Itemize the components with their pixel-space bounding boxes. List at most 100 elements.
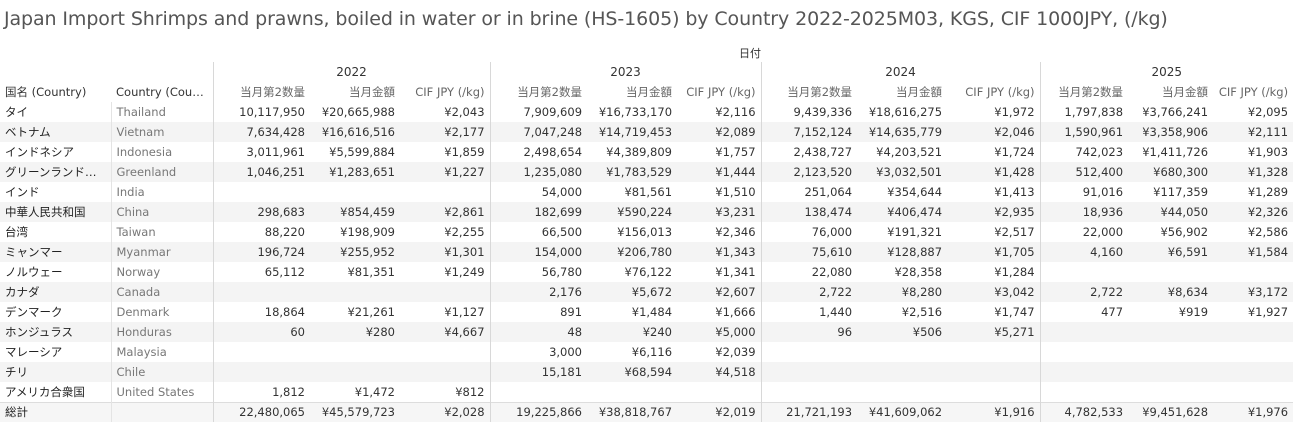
- value-cell: [1039, 362, 1129, 382]
- country-ja: ホンジュラス: [0, 322, 111, 342]
- country-ja: カナダ: [0, 282, 111, 302]
- value-cell: ¥28,358: [894, 265, 943, 279]
- value-cell: ¥198,909: [340, 225, 395, 239]
- value-cell: 1,046,251: [212, 162, 310, 182]
- value-cell: ¥6,591: [1128, 242, 1214, 262]
- value-cell: ¥2,935: [947, 202, 1041, 222]
- value-cell: ¥2,111: [1213, 122, 1293, 142]
- value-cell: ¥14,719,453: [587, 122, 678, 142]
- value-cell: ¥16,733,170: [598, 105, 673, 119]
- table-row: アメリカ合衆国 United States 1,812 ¥1,472 ¥812: [0, 382, 1293, 402]
- measure-header: CIF JPY (/kg): [400, 82, 491, 102]
- table-row: インド India 54,000 ¥81,561 ¥1,510 251,064 ¥354,6…: [0, 182, 1293, 202]
- value-cell: ¥8,280: [857, 282, 948, 302]
- column-group-label: 日付: [739, 47, 761, 60]
- value-cell: [212, 342, 310, 362]
- value-cell: [1213, 382, 1293, 402]
- measure-header-row: 国名 (Country) Country (Count.. 当月第2数量 当月金額…: [0, 82, 1293, 102]
- value-cell: ¥1,903: [1247, 145, 1289, 159]
- value-cell: [857, 362, 948, 382]
- value-cell: [489, 382, 588, 402]
- value-cell: [947, 382, 1040, 402]
- table-row: チリ Chile 15,181 ¥68,594 ¥4,518: [0, 362, 1293, 382]
- value-cell: ¥81,351: [347, 265, 395, 279]
- value-cell: ¥206,780: [587, 242, 678, 262]
- value-cell: ¥81,561: [624, 185, 673, 199]
- value-cell: ¥1,510: [715, 185, 756, 199]
- value-cell: 2,438,727: [760, 142, 858, 162]
- value-cell: 2,498,654: [489, 142, 588, 162]
- value-cell: 154,000: [489, 242, 588, 262]
- value-cell: ¥1,413: [994, 185, 1035, 199]
- value-cell: ¥812: [455, 384, 485, 399]
- value-cell: ¥6,116: [631, 345, 673, 359]
- country-ja: チリ: [0, 362, 111, 382]
- value-cell: ¥2,861: [400, 202, 491, 222]
- value-cell: ¥1,724: [994, 145, 1035, 159]
- value-cell: [677, 382, 761, 402]
- value-cell: ¥1,859: [444, 145, 485, 159]
- country-ja: ミャンマー: [0, 242, 111, 262]
- value-cell: [400, 342, 490, 362]
- value-cell: ¥2,346: [715, 225, 756, 239]
- value-cell: [947, 342, 1040, 362]
- value-cell: ¥590,224: [587, 202, 678, 222]
- table-row: ホンジュラス Honduras 60 ¥280 ¥4,667 48 ¥240 ¥5,000 96…: [0, 322, 1293, 342]
- country-en: Denmark: [110, 302, 213, 322]
- value-cell: 2,123,520: [760, 162, 858, 182]
- blank-header: [0, 62, 111, 82]
- value-cell: [310, 282, 400, 302]
- value-cell: ¥76,122: [624, 265, 673, 279]
- country-en: India: [110, 182, 213, 202]
- value-cell: ¥255,952: [310, 242, 400, 262]
- value-cell: 3,011,961: [212, 142, 310, 162]
- value-cell: ¥1,411,726: [1142, 145, 1209, 159]
- value-cell: [1213, 262, 1293, 282]
- value-cell: [212, 362, 310, 382]
- value-cell: ¥4,667: [400, 322, 491, 342]
- value-cell: ¥1,284: [994, 265, 1035, 279]
- value-cell: 22,080: [760, 262, 858, 282]
- value-cell: ¥2,043: [444, 105, 485, 119]
- value-cell: 477: [1039, 302, 1129, 322]
- value-cell: 65,112: [212, 262, 310, 282]
- value-cell: [310, 182, 400, 202]
- value-cell: 48: [489, 322, 588, 342]
- value-cell: ¥506: [857, 322, 948, 342]
- value-cell: [1213, 362, 1293, 382]
- country-ja: ノルウェー: [5, 265, 63, 279]
- value-cell: 742,023: [1039, 142, 1129, 162]
- value-cell: 15,181: [489, 362, 588, 382]
- table-row: 台湾 Taiwan 88,220 ¥198,909 ¥2,255 66,500 ¥156,0…: [0, 222, 1293, 242]
- country-ja: マレーシア: [5, 345, 63, 359]
- page-title: Japan Import Shrimps and prawns, boiled …: [4, 8, 1168, 30]
- value-cell: 56,780: [489, 262, 588, 282]
- value-cell: [1039, 342, 1129, 362]
- measure-header: 当月第2数量: [1039, 82, 1129, 102]
- value-cell: 22,480,065: [212, 401, 310, 422]
- measure-header: CIF JPY (/kg): [1213, 82, 1293, 102]
- value-cell: [760, 342, 858, 362]
- value-cell: ¥919: [1178, 305, 1209, 319]
- value-cell: 18,936: [1039, 202, 1129, 222]
- value-cell: 4,782,533: [1039, 401, 1129, 422]
- value-cell: ¥38,818,767: [587, 401, 678, 422]
- year-header-row: 2022 2023 2024 2025: [0, 62, 1293, 82]
- value-cell: ¥128,887: [857, 242, 948, 262]
- table-row: 中華人民共和国 China 298,683 ¥854,459 ¥2,861 182,699…: [0, 202, 1293, 222]
- country-ja: 台湾: [5, 225, 28, 239]
- value-cell: ¥16,616,516: [310, 122, 400, 142]
- country-en: Indonesia: [110, 142, 213, 162]
- value-cell: ¥1,927: [1247, 305, 1289, 319]
- value-cell: ¥280: [310, 322, 400, 342]
- value-cell: 1,797,838: [1039, 102, 1129, 122]
- year-header-2025: 2025: [1039, 62, 1293, 82]
- value-cell: ¥156,013: [617, 225, 673, 239]
- value-cell: ¥1,343: [677, 242, 762, 262]
- table-row: ノルウェー Norway 65,112 ¥81,351 ¥1,249 56,780 ¥76,…: [0, 262, 1293, 282]
- value-cell: ¥2,046: [947, 122, 1041, 142]
- country-ja: インド: [5, 185, 40, 199]
- value-cell: ¥1,341: [715, 265, 756, 279]
- value-cell: 182,699: [489, 202, 588, 222]
- country-ja: 中華人民共和国: [0, 202, 111, 222]
